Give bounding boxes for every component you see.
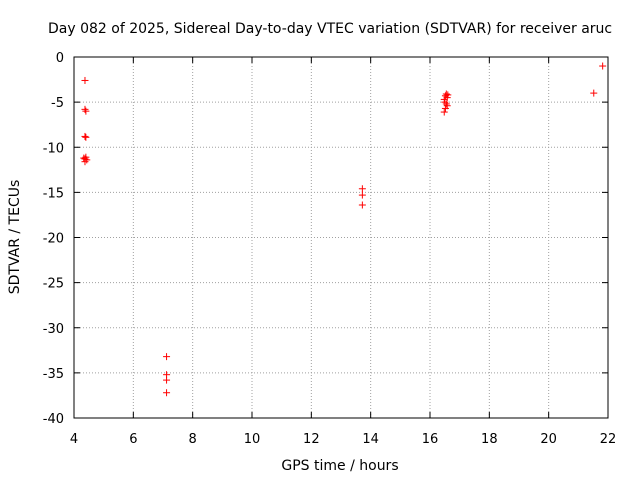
x-tick-label: 10	[244, 432, 261, 447]
x-tick-label: 22	[600, 432, 617, 447]
x-tick-label: 14	[362, 432, 379, 447]
y-axis-label: SDTVAR / TECUs	[7, 180, 23, 295]
data-point-marker	[82, 133, 90, 141]
data-point-marker	[440, 108, 448, 116]
data-point-marker	[358, 191, 366, 199]
data-point-marker	[163, 376, 171, 384]
plot-frame	[73, 56, 609, 419]
x-tick-label: 12	[303, 432, 320, 447]
data-points	[80, 62, 607, 397]
y-tick-label: -20	[43, 232, 64, 247]
y-tick-label: -10	[43, 141, 64, 156]
data-point-marker	[81, 76, 89, 84]
y-tick-label: -30	[43, 322, 64, 337]
x-tick-label: 6	[129, 432, 137, 447]
data-point-marker	[81, 132, 89, 140]
y-tick-label: 0	[56, 51, 64, 66]
data-point-marker	[81, 105, 89, 113]
data-point-marker	[358, 201, 366, 209]
y-tick-label: -35	[43, 367, 64, 382]
x-tick-label: 18	[481, 432, 498, 447]
x-tick-label: 4	[70, 432, 78, 447]
y-tick-label: -25	[43, 277, 64, 292]
chart-title: Day 082 of 2025, Sidereal Day-to-day VTE…	[48, 21, 612, 37]
data-point-marker	[358, 185, 366, 193]
x-tick-label: 16	[422, 432, 439, 447]
data-point-marker	[599, 62, 607, 70]
data-point-marker	[83, 156, 91, 164]
x-tick-label: 8	[189, 432, 197, 447]
data-point-marker	[442, 100, 450, 108]
x-axis-label: GPS time / hours	[281, 458, 398, 474]
data-point-marker	[82, 107, 90, 115]
y-tick-label: -15	[43, 186, 64, 201]
data-point-marker	[444, 91, 452, 99]
data-point-marker	[442, 90, 450, 98]
data-point-marker	[163, 389, 171, 397]
axis-ticks: 4 6 8 10 12 14 16 18 20 22 0 -5 -10 -15 -20 -25 -30 -35 -4…	[43, 51, 617, 447]
data-point-marker	[81, 158, 89, 166]
x-tick-label: 20	[540, 432, 557, 447]
data-point-marker	[590, 89, 598, 97]
data-point-marker	[163, 353, 171, 361]
y-tick-label: -5	[51, 96, 64, 111]
data-point-marker	[441, 98, 449, 106]
grid-lines	[74, 57, 608, 418]
y-tick-label: -40	[43, 412, 64, 427]
data-point-marker	[441, 104, 449, 112]
